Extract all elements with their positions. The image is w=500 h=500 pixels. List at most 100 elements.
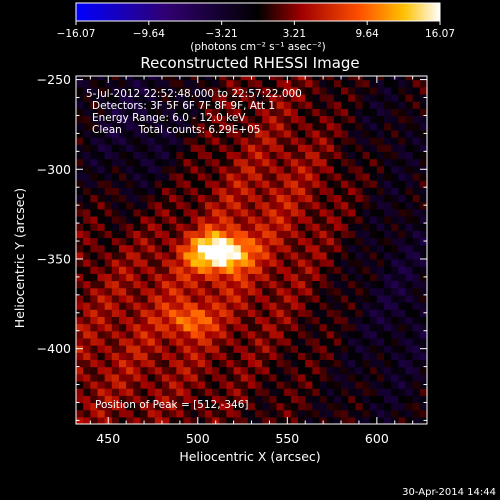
heatmap-cell — [219, 294, 228, 303]
heatmap-cell — [190, 208, 199, 217]
heatmap-cell — [111, 129, 120, 138]
heatmap-cell — [212, 373, 220, 382]
heatmap-cell — [312, 165, 321, 174]
heatmap-cell — [312, 273, 321, 282]
heatmap-cell — [147, 359, 156, 368]
heatmap-cell — [204, 258, 213, 267]
heatmap-cell — [290, 237, 299, 246]
heatmap-cell — [104, 187, 113, 195]
heatmap-cell — [348, 115, 356, 124]
heatmap-cell — [255, 136, 263, 145]
heatmap-cell — [391, 122, 399, 131]
heatmap-cell — [176, 129, 185, 138]
heatmap-cell — [298, 251, 306, 260]
heatmap-cell — [269, 165, 278, 174]
heatmap-cell — [355, 251, 364, 260]
heatmap-cell — [391, 280, 399, 289]
heatmap-cell — [233, 366, 242, 375]
heatmap-cell — [290, 223, 299, 231]
heatmap-cell — [154, 337, 163, 346]
heatmap-cell — [169, 337, 177, 346]
heatmap-cell — [169, 223, 177, 231]
heatmap-cell — [226, 172, 235, 181]
heatmap-cell — [276, 144, 285, 152]
heatmap-cell — [269, 395, 278, 404]
heatmap-cell — [212, 323, 220, 332]
heatmap-cell — [97, 230, 106, 239]
heatmap-cell — [226, 108, 235, 117]
heatmap-cell — [290, 151, 299, 160]
heatmap-cell — [226, 122, 235, 131]
heatmap-cell — [104, 93, 113, 102]
heatmap-cell — [147, 380, 156, 389]
heatmap-cell — [183, 129, 192, 138]
heatmap-cell — [319, 230, 328, 239]
heatmap-cell — [319, 359, 328, 368]
heatmap-cell — [140, 187, 149, 195]
heatmap-cell — [355, 237, 364, 246]
heatmap-cell — [219, 345, 228, 353]
heatmap-cell — [362, 79, 371, 88]
heatmap-cell — [197, 172, 206, 181]
heatmap-cell — [133, 359, 142, 368]
heatmap-cell — [219, 273, 228, 282]
heatmap-cell — [269, 416, 278, 424]
heatmap-cell — [240, 330, 249, 339]
heatmap-cell — [262, 373, 270, 382]
heatmap-cell — [97, 294, 106, 303]
heatmap-cell — [333, 215, 342, 224]
heatmap-cell — [183, 158, 192, 167]
heatmap-cell — [255, 309, 263, 317]
heatmap-cell — [197, 165, 206, 174]
heatmap-cell — [240, 280, 249, 289]
heatmap-cell — [384, 280, 392, 289]
heatmap-cell — [391, 86, 399, 95]
heatmap-cell — [111, 158, 120, 167]
heatmap-cell — [348, 76, 356, 81]
heatmap-cell — [247, 108, 256, 117]
heatmap-cell — [412, 266, 421, 274]
heatmap-cell — [255, 345, 263, 353]
heatmap-cell — [233, 287, 242, 296]
heatmap-cell — [169, 129, 177, 138]
heatmap-cell — [398, 309, 407, 317]
heatmap-cell — [190, 86, 199, 95]
heatmap-cell — [384, 309, 392, 317]
heatmap-cell — [341, 380, 349, 389]
heatmap-cell — [283, 108, 292, 117]
heatmap-cell — [126, 359, 134, 368]
heatmap-cell — [247, 165, 256, 174]
heatmap-cell — [83, 101, 91, 109]
heatmap-cell — [384, 395, 392, 404]
heatmap-cell — [298, 244, 306, 253]
heatmap-cell — [118, 108, 127, 117]
heatmap-cell — [190, 280, 199, 289]
heatmap-cell — [419, 76, 427, 81]
heatmap-cell — [348, 165, 356, 174]
heatmap-cell — [97, 136, 106, 145]
heatmap-cell — [276, 395, 285, 404]
heatmap-cell — [90, 280, 99, 289]
heatmap-cell — [376, 323, 385, 332]
heatmap-cell — [384, 201, 392, 210]
heatmap-cell — [262, 230, 270, 239]
heatmap-cell — [276, 79, 285, 88]
heatmap-cell — [405, 266, 414, 274]
heatmap-cell — [176, 359, 185, 368]
heatmap-cell — [104, 129, 113, 138]
heatmap-cell — [133, 144, 142, 152]
heatmap-cell — [269, 273, 278, 282]
heatmap-cell — [255, 316, 263, 325]
heatmap-cell — [76, 366, 84, 375]
heatmap-cell — [204, 136, 213, 145]
heatmap-cell — [298, 122, 306, 131]
heatmap-cell — [190, 144, 199, 152]
heatmap-cell — [104, 316, 113, 325]
heatmap-cell — [97, 309, 106, 317]
heatmap-cell — [118, 316, 127, 325]
heatmap-cell — [376, 172, 385, 181]
heatmap-cell — [83, 165, 91, 174]
heatmap-cell — [348, 388, 356, 396]
heatmap-cell — [369, 208, 378, 217]
heatmap-cell — [283, 388, 292, 396]
